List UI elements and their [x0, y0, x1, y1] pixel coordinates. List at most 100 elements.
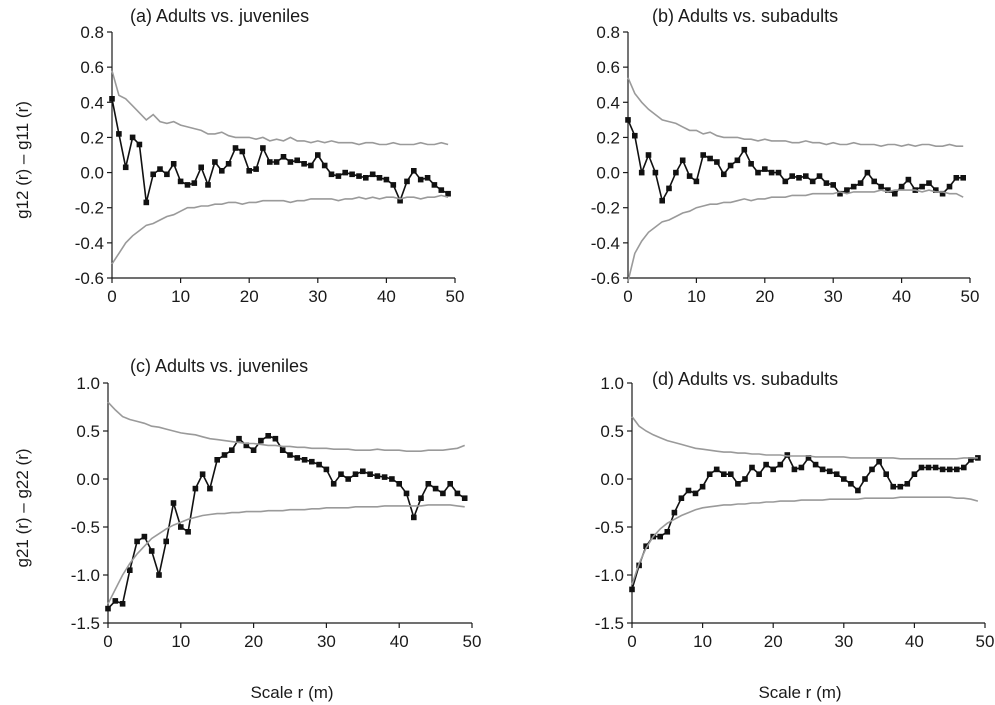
data-point	[756, 471, 762, 477]
y-tick-label: -0.4	[591, 234, 620, 253]
data-point	[403, 490, 410, 497]
x-tick-label: 20	[244, 632, 263, 651]
data-point	[192, 485, 199, 492]
data-point	[700, 152, 706, 158]
data-point	[871, 178, 877, 185]
data-point	[749, 464, 755, 471]
data-point	[782, 178, 789, 185]
y-tick-label: -1.0	[71, 566, 100, 585]
data-point	[369, 171, 376, 178]
data-point	[645, 152, 652, 158]
data-point	[301, 457, 308, 463]
observed-series-line	[631, 453, 979, 590]
data-point	[246, 168, 252, 174]
data-point	[883, 471, 889, 477]
data-point	[679, 157, 686, 164]
data-point	[287, 159, 294, 165]
data-point	[841, 476, 847, 482]
data-point	[933, 187, 939, 193]
data-point	[116, 131, 122, 137]
data-point	[287, 452, 293, 458]
data-point	[294, 157, 300, 164]
data-point	[156, 572, 162, 578]
data-point	[770, 466, 776, 473]
data-point	[253, 166, 259, 172]
data-point	[728, 471, 734, 477]
panel-a: (a) Adults vs. juveniles -0.6 -0.4 -0.2 0.0…	[75, 6, 465, 306]
data-point	[163, 538, 169, 545]
data-point	[170, 161, 177, 167]
data-point	[805, 455, 812, 461]
data-point	[837, 190, 843, 197]
data-point	[803, 173, 809, 179]
data-point	[258, 437, 264, 444]
x-tick-label: 40	[905, 632, 924, 651]
data-point	[762, 166, 768, 172]
data-point	[741, 146, 748, 153]
data-point	[784, 452, 791, 458]
data-point	[892, 190, 898, 197]
data-point	[417, 176, 424, 183]
data-point	[742, 476, 748, 482]
y-tick-label: -0.5	[595, 518, 624, 537]
y-tick-label: 1.0	[600, 374, 624, 393]
data-point	[844, 187, 850, 193]
data-point	[890, 483, 896, 490]
data-point	[954, 466, 960, 473]
data-point	[625, 117, 631, 123]
data-point	[396, 481, 402, 487]
data-point	[356, 173, 362, 179]
data-point	[411, 514, 417, 521]
data-point	[960, 175, 966, 181]
x-tick-label: 40	[390, 632, 409, 651]
data-point	[129, 134, 136, 141]
x-tick-label: 40	[892, 287, 911, 306]
data-point	[239, 148, 246, 155]
data-point	[265, 433, 271, 439]
y-tick-label: -1.5	[595, 614, 624, 633]
data-point	[707, 155, 713, 162]
data-point	[939, 190, 946, 197]
data-point	[727, 162, 734, 169]
data-point	[150, 171, 156, 178]
data-point	[454, 490, 461, 497]
data-point	[632, 132, 638, 139]
panel-d: (d) Adults vs. subadults -1.5 -1.0 -0.5 0.0…	[595, 369, 995, 651]
data-point	[267, 159, 273, 165]
data-point	[678, 495, 685, 501]
data-point	[850, 183, 857, 190]
data-point	[755, 169, 761, 176]
data-point	[438, 187, 445, 193]
data-point	[713, 466, 720, 473]
data-point	[898, 183, 905, 190]
x-tick-label: 10	[171, 632, 190, 651]
data-point	[855, 487, 861, 494]
y-tick-label: -0.6	[591, 269, 620, 288]
data-point	[367, 471, 373, 477]
data-point	[823, 180, 830, 186]
data-point	[236, 435, 242, 442]
data-point	[404, 178, 410, 185]
data-point	[763, 461, 769, 468]
x-tick-label: 50	[463, 632, 482, 651]
x-tick-label: 50	[976, 632, 995, 651]
data-point	[904, 481, 911, 487]
data-point	[798, 464, 805, 471]
x-tick-label: 30	[308, 287, 327, 306]
data-point	[112, 598, 119, 604]
data-point	[352, 471, 359, 477]
data-point	[323, 466, 330, 473]
data-point	[330, 481, 337, 487]
data-point	[219, 168, 225, 174]
x-tick-label: 20	[755, 287, 774, 306]
data-point	[714, 159, 720, 165]
data-point	[338, 471, 344, 477]
data-point	[280, 154, 287, 160]
data-point	[383, 176, 390, 183]
data-point	[279, 447, 286, 453]
y-tick-label: 0.8	[596, 23, 620, 42]
y-tick-label: 1.0	[76, 374, 100, 393]
data-point	[411, 168, 417, 174]
envelope-line	[627, 189, 964, 282]
data-point	[184, 182, 191, 188]
